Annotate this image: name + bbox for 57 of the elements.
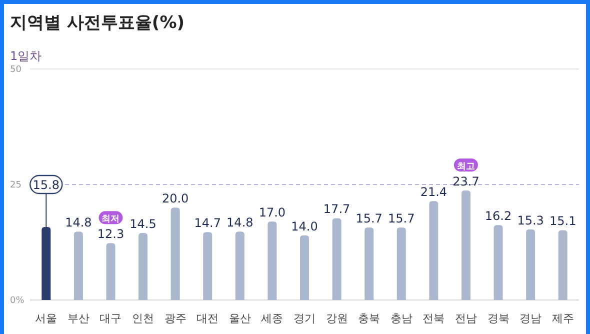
data-label: 17.0 (258, 205, 286, 220)
bar (332, 218, 342, 300)
x-tick-label: 경남 (520, 312, 542, 325)
x-tick-label: 전남 (454, 312, 477, 325)
data-label: 15.1 (549, 214, 576, 228)
data-label: 14.5 (130, 217, 156, 232)
annotation: 최고 (456, 162, 475, 172)
data-label: 17.7 (323, 202, 350, 216)
data-label: 15.7 (388, 211, 415, 226)
data-label: 14.8 (65, 216, 92, 230)
x-tick-label: 광주 (164, 312, 186, 325)
bar (364, 227, 374, 300)
bar (526, 229, 536, 300)
x-tick-label: 대구 (100, 312, 122, 325)
data-label: 14.0 (291, 219, 318, 234)
bar (300, 235, 309, 300)
x-tick-label: 부산 (67, 312, 90, 325)
y-tick-label: 25 (10, 180, 22, 190)
x-tick-label: 인천 (132, 312, 154, 325)
data-label: 20.0 (162, 192, 189, 206)
bar (235, 232, 244, 300)
data-label: 12.3 (97, 227, 124, 242)
chart-subtitle: 1일차 (10, 49, 42, 63)
data-label: 16.2 (484, 209, 512, 224)
data-label: 21.4 (420, 185, 448, 200)
bar (138, 233, 148, 300)
bar (429, 201, 438, 300)
x-tick-label: 서울 (35, 312, 58, 325)
x-tick-label: 충북 (358, 312, 380, 325)
bar (106, 243, 116, 300)
x-tick-label: 대전 (196, 312, 219, 325)
annotation: 최저 (102, 214, 120, 225)
data-label: 14.7 (194, 216, 221, 230)
x-tick-label: 제주 (552, 312, 574, 325)
data-label: 15.7 (356, 211, 382, 226)
bar (268, 221, 277, 300)
y-tick-label: 0% (10, 296, 25, 306)
x-tick-label: 충남 (390, 312, 412, 325)
data-label: 15.8 (32, 178, 60, 192)
bar (170, 208, 180, 300)
bar (461, 190, 470, 300)
chart-title: 지역별 사전투표율(%) (10, 13, 184, 33)
x-tick-label: 경기 (294, 312, 316, 325)
bar (74, 232, 83, 300)
bar (558, 230, 568, 300)
data-label: 15.3 (517, 213, 544, 228)
y-tick-label: 50 (10, 65, 22, 75)
x-tick-label: 강원 (326, 312, 348, 325)
data-label: 14.8 (226, 216, 254, 230)
bar (396, 227, 406, 300)
x-tick-label: 전북 (422, 312, 445, 325)
x-tick-label: 세종 (261, 312, 284, 325)
data-label: 23.7 (452, 174, 480, 189)
bar (203, 232, 212, 300)
bar (494, 225, 503, 300)
x-tick-label: 울산 (228, 312, 251, 325)
x-tick-label: 경북 (487, 312, 510, 325)
